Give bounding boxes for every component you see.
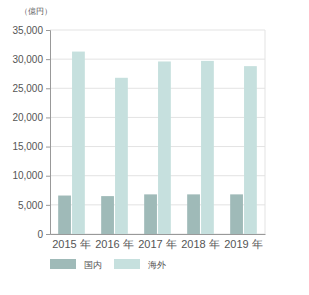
y-tick: 0	[37, 229, 50, 240]
y-tick-mark	[46, 176, 50, 177]
y-tick-mark	[46, 234, 50, 235]
y-tick: 20,000	[12, 112, 50, 123]
y-tick: 15,000	[12, 141, 50, 152]
y-tick-label: 35,000	[12, 25, 43, 36]
x-tick: 2017 年	[138, 234, 177, 250]
x-tick-label: 2015 年	[52, 238, 91, 250]
x-axis-line	[51, 234, 266, 235]
bar	[58, 196, 71, 234]
legend-label: 海外	[148, 260, 166, 270]
x-tick-label: 2017 年	[138, 238, 177, 250]
grid-line	[50, 30, 265, 31]
y-tick-mark	[46, 117, 50, 118]
y-tick-label: 25,000	[12, 83, 43, 94]
y-tick: 5,000	[18, 200, 50, 211]
legend: 国内 海外	[50, 259, 166, 270]
bars	[58, 52, 257, 234]
y-tick: 10,000	[12, 170, 50, 181]
bar	[144, 194, 157, 234]
plot: 0 5,000 10,000 15,000 20,000 25,000 30,000 35,0…	[12, 25, 265, 250]
y-tick: 30,000	[12, 54, 50, 65]
grid	[50, 30, 265, 234]
y-axis-line	[46, 31, 51, 235]
x-tick: 2019 年	[224, 234, 263, 250]
x-axis: 2015 年 2016 年 2017 年 2018 年 2019 年	[51, 234, 266, 250]
bar	[72, 52, 85, 234]
x-tick-label: 2018 年	[181, 238, 220, 250]
y-tick-label: 10,000	[12, 170, 43, 181]
y-tick-mark	[46, 147, 50, 148]
chart-svg: 0 5,000 10,000 15,000 20,000 25,000 30,000 35,0…	[0, 0, 309, 295]
bar	[115, 78, 128, 234]
chart-container: 0 5,000 10,000 15,000 20,000 25,000 30,000 35,0…	[0, 0, 309, 295]
y-tick: 35,000	[12, 25, 50, 36]
y-tick-label: 5,000	[18, 200, 43, 211]
bar	[201, 61, 214, 234]
bar	[101, 196, 114, 234]
x-tick: 2016 年	[95, 234, 134, 250]
x-tick: 2015 年	[52, 234, 91, 250]
bar	[158, 61, 171, 234]
bar	[244, 66, 257, 234]
y-tick-mark	[46, 205, 50, 206]
x-tick: 2018 年	[181, 234, 220, 250]
bar	[187, 194, 200, 234]
legend-swatch	[114, 259, 140, 269]
plot-frame	[265, 30, 266, 234]
y-tick-mark	[46, 88, 50, 89]
legend-item: 国内	[50, 259, 102, 270]
y-tick: 25,000	[12, 83, 50, 94]
y-axis: 0 5,000 10,000 15,000 20,000 25,000 30,000 35,0…	[12, 25, 50, 240]
y-tick-label: 20,000	[12, 112, 43, 123]
legend-label: 国内	[84, 260, 102, 270]
y-tick-label: 15,000	[12, 141, 43, 152]
x-tick-label: 2016 年	[95, 238, 134, 250]
y-axis-title: （億円）	[20, 7, 52, 16]
y-tick-label: 0	[37, 229, 43, 240]
legend-item: 海外	[114, 259, 166, 270]
bar	[230, 194, 243, 234]
y-tick-mark	[46, 59, 50, 60]
x-tick-label: 2019 年	[224, 238, 263, 250]
y-tick-label: 30,000	[12, 54, 43, 65]
y-tick-mark	[46, 30, 50, 31]
legend-swatch	[50, 259, 76, 269]
